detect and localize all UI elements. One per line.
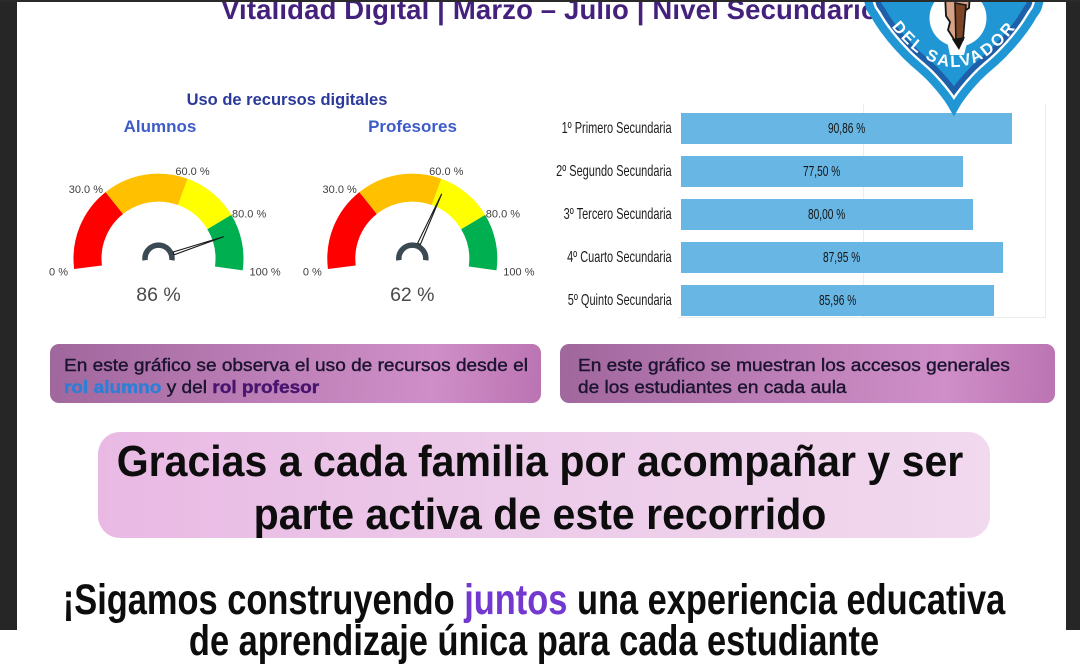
svg-text:80.0 %: 80.0 % (486, 209, 520, 221)
svg-text:60.0 %: 60.0 % (429, 166, 463, 178)
svg-text:100 %: 100 % (503, 267, 534, 279)
svg-text:30.0 %: 30.0 % (323, 184, 357, 196)
svg-text:80.0 %: 80.0 % (232, 209, 266, 221)
svg-text:0 %: 0 % (49, 267, 68, 279)
svg-text:86 %: 86 % (136, 284, 180, 306)
svg-text:30.0 %: 30.0 % (69, 184, 103, 196)
svg-text:60.0 %: 60.0 % (175, 166, 209, 178)
svg-text:100 %: 100 % (250, 267, 281, 279)
svg-text:62 %: 62 % (390, 284, 434, 306)
svg-text:0 %: 0 % (303, 267, 322, 279)
